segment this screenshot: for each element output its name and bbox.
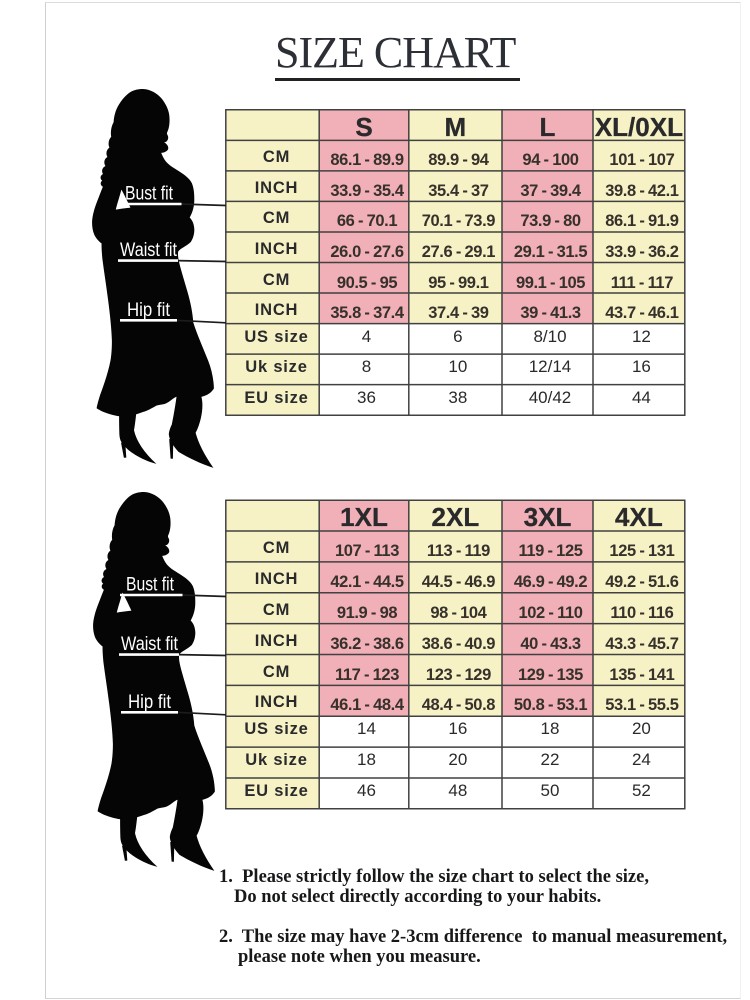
- svg-text:Bust fit: Bust fit: [125, 184, 174, 205]
- svg-text:Bust fit: Bust fit: [126, 575, 175, 596]
- svg-text:Hip fit: Hip fit: [127, 300, 171, 321]
- svg-text:Waist fit: Waist fit: [120, 240, 178, 261]
- svg-text:Hip fit: Hip fit: [128, 692, 172, 713]
- svg-text:Waist fit: Waist fit: [121, 634, 179, 655]
